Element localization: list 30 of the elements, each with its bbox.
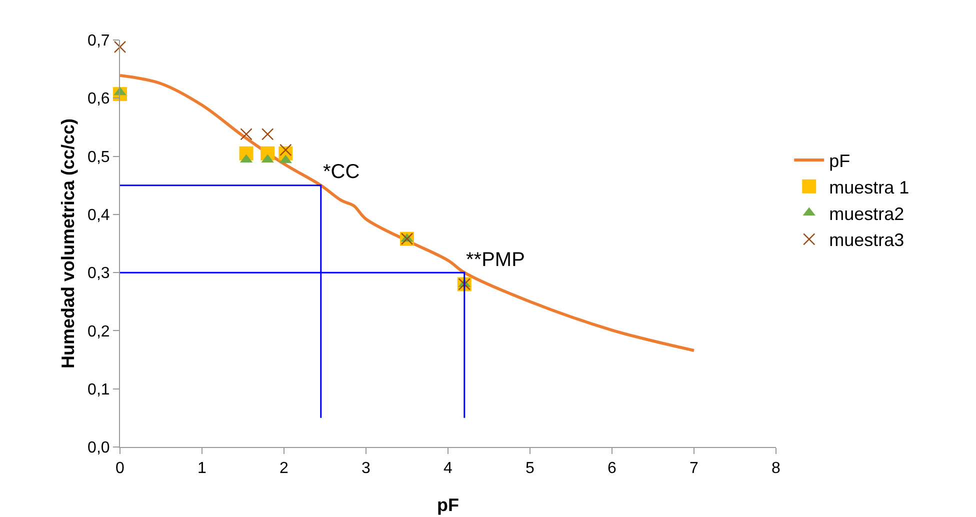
legend-label: muestra3 <box>829 230 904 250</box>
y-tick-label: 0,6 <box>88 90 110 108</box>
x-tick-label: 1 <box>198 460 207 478</box>
point <box>280 144 292 156</box>
x-tick-label: 8 <box>772 460 781 478</box>
y-tick-label: 0,1 <box>88 381 110 398</box>
x-tick-label: 7 <box>690 460 699 478</box>
x-axis-title: pF <box>437 495 459 515</box>
line-series <box>120 74 696 352</box>
point <box>262 128 274 140</box>
x-tick-label: 3 <box>362 460 371 478</box>
x-tick-label: 2 <box>280 460 289 478</box>
x-tick-label: 5 <box>526 460 535 478</box>
y-tick-label: 0,2 <box>88 323 110 340</box>
annotation: **PMP <box>466 249 525 271</box>
y-tick-label: 0,3 <box>88 265 110 282</box>
y-tick-label: 0,0 <box>88 440 110 457</box>
legend-label: muestra2 <box>829 204 904 224</box>
legend-label: pF <box>829 150 850 171</box>
x-tick-label: 4 <box>444 460 453 478</box>
point <box>114 40 126 54</box>
x-tick-label: 0 <box>116 460 125 478</box>
y-tick-label: 0,5 <box>88 148 110 166</box>
y-tick-label: 0,4 <box>88 207 110 224</box>
x-tick-label: 6 <box>608 460 617 478</box>
legend-label: muestra 1 <box>829 177 910 198</box>
y-tick-label: 0,7 <box>88 32 110 50</box>
annotation: *CC <box>323 161 360 183</box>
y-axis-title: Humedad volumetrica (cc/cc) <box>58 118 78 369</box>
point <box>240 128 252 140</box>
